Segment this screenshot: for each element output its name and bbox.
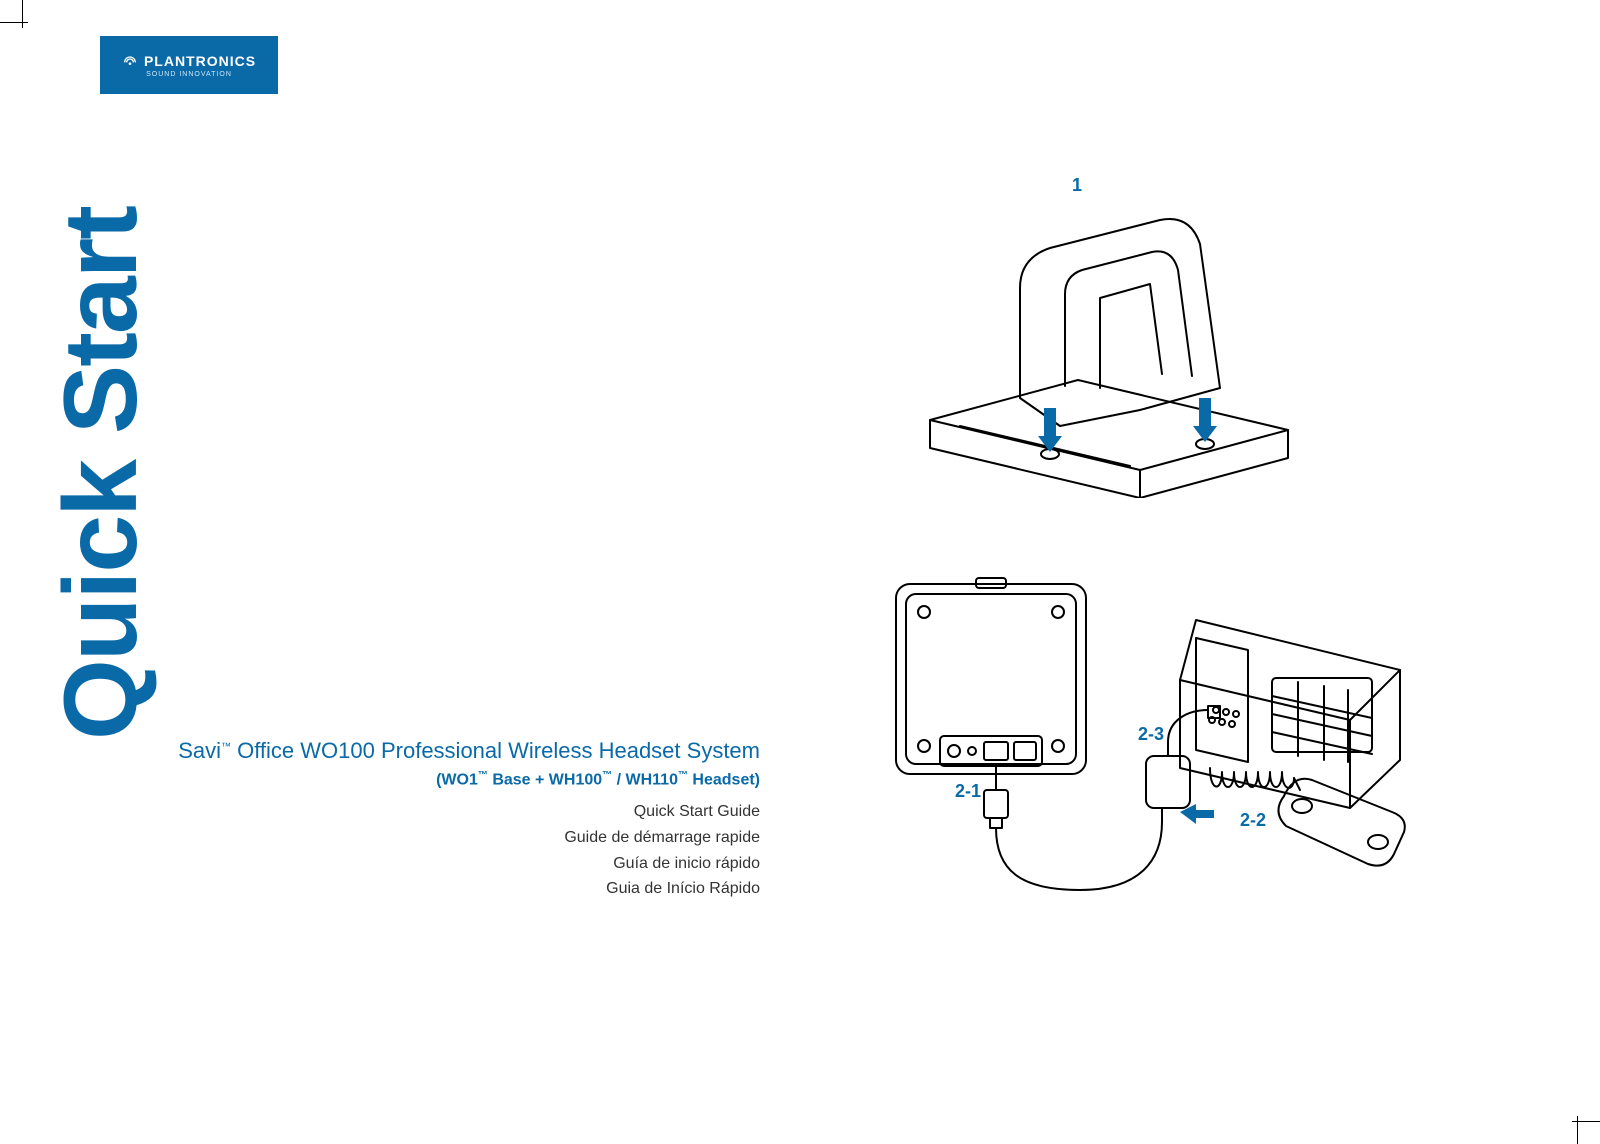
product-subtitle: (WO1™ Base + WH100™ / WH110™ Headset)	[170, 770, 760, 789]
tm-mark: ™	[602, 770, 612, 781]
crop-mark	[1577, 1116, 1578, 1144]
lang-pt: Guia de Início Rápido	[170, 876, 760, 902]
crop-mark	[0, 22, 28, 23]
figure-1-diagram	[900, 198, 1320, 498]
lang-es: Guía de inicio rápido	[170, 851, 760, 877]
lang-fr: Guide de démarrage rapide	[170, 825, 760, 851]
vertical-title: Quick Start	[42, 207, 161, 740]
tm-mark: ™	[478, 770, 488, 781]
brand-tagline: SOUND INNOVATION	[146, 71, 232, 78]
brand-logo-box: PLANTRONICS SOUND INNOVATION	[100, 36, 278, 94]
sub-part: (WO1	[436, 771, 478, 788]
sub-part: Headset)	[688, 771, 760, 788]
brand-logo-row: PLANTRONICS	[122, 53, 256, 69]
title-rest: Office WO100 Professional Wireless Heads…	[231, 738, 760, 763]
title-prefix: Savi	[178, 738, 221, 763]
figure-2-diagram	[880, 560, 1440, 920]
sub-part: / WH110	[612, 771, 678, 788]
title-block: Savi™ Office WO100 Professional Wireless…	[170, 738, 760, 902]
tm-mark: ™	[221, 742, 231, 753]
figure-1-label: 1	[1072, 175, 1082, 196]
crop-mark	[22, 0, 23, 28]
tm-mark: ™	[678, 770, 688, 781]
sound-wave-icon	[122, 53, 138, 69]
sub-part: Base + WH100	[488, 771, 602, 788]
brand-name: PLANTRONICS	[144, 53, 256, 69]
lang-en: Quick Start Guide	[170, 799, 760, 825]
product-title: Savi™ Office WO100 Professional Wireless…	[170, 738, 760, 764]
